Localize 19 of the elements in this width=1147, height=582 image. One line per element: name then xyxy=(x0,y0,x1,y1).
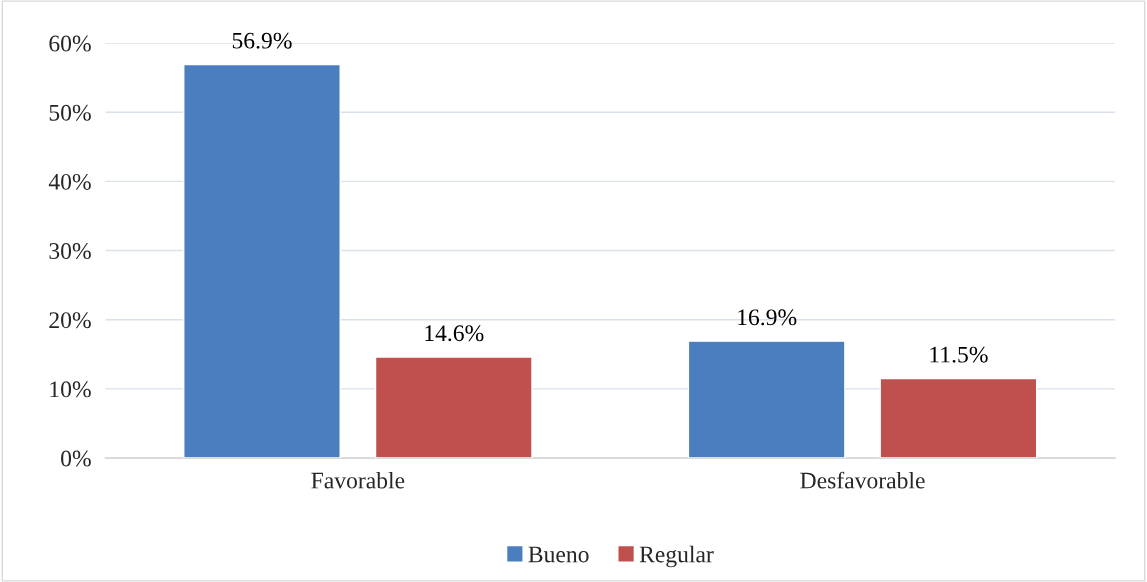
y-tick-label: 30% xyxy=(49,243,91,260)
bar xyxy=(879,377,1038,459)
x-tick-label: Favorable xyxy=(311,471,405,489)
y-tick-label: 40% xyxy=(48,173,91,190)
y-tick-label: 20% xyxy=(49,312,91,329)
y-tick-label: 60% xyxy=(49,35,91,52)
data-label: 11.5% xyxy=(930,346,988,363)
bar xyxy=(183,63,341,459)
data-label: 16.9% xyxy=(738,309,797,326)
data-label: 56.9% xyxy=(232,32,292,49)
y-tick-label: 10% xyxy=(50,381,91,398)
y-tick-label: 0% xyxy=(61,450,91,467)
legend-label: Bueno xyxy=(528,546,589,563)
x-tick-label: Desfavorable xyxy=(800,471,925,489)
y-tick-label: 50% xyxy=(49,104,91,121)
data-label: 14.6% xyxy=(425,325,484,342)
legend-label: Regular xyxy=(639,545,714,568)
bar xyxy=(687,340,846,459)
bar xyxy=(374,356,533,459)
